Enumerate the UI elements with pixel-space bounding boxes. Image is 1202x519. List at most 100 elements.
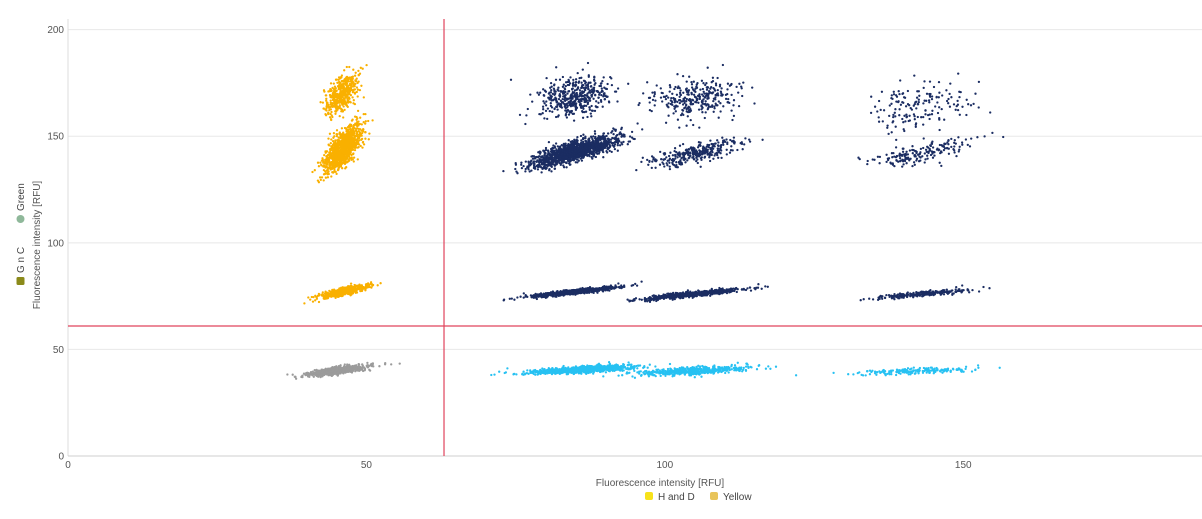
data-point bbox=[359, 144, 362, 148]
data-point bbox=[552, 98, 555, 101]
data-point bbox=[326, 112, 330, 115]
data-point bbox=[699, 88, 702, 91]
data-point bbox=[674, 99, 677, 102]
data-point bbox=[700, 104, 703, 107]
data-point bbox=[358, 122, 362, 126]
data-point bbox=[338, 162, 342, 165]
data-point bbox=[904, 120, 907, 123]
cluster bbox=[303, 281, 382, 305]
data-point bbox=[334, 153, 338, 156]
data-point bbox=[731, 118, 734, 122]
data-point bbox=[549, 81, 553, 85]
data-point bbox=[349, 129, 353, 133]
data-point bbox=[324, 94, 327, 97]
data-point bbox=[607, 141, 610, 145]
data-point bbox=[692, 93, 696, 96]
data-point bbox=[952, 103, 956, 106]
data-point bbox=[572, 119, 576, 122]
data-point bbox=[613, 147, 617, 151]
data-point bbox=[559, 90, 563, 93]
data-point bbox=[706, 86, 710, 89]
data-point bbox=[592, 148, 596, 152]
data-point bbox=[348, 157, 351, 160]
data-point bbox=[579, 92, 582, 95]
data-point bbox=[553, 160, 556, 163]
data-point bbox=[660, 91, 663, 95]
data-point bbox=[343, 108, 346, 112]
data-point bbox=[325, 97, 328, 100]
data-point bbox=[620, 141, 623, 144]
data-point bbox=[925, 99, 928, 102]
data-point bbox=[554, 92, 557, 95]
data-point bbox=[553, 107, 556, 110]
data-point bbox=[741, 94, 744, 98]
data-point bbox=[936, 101, 939, 104]
data-point bbox=[908, 119, 912, 122]
data-point bbox=[722, 105, 725, 108]
data-point bbox=[692, 123, 695, 127]
data-point bbox=[654, 99, 657, 102]
data-point bbox=[323, 153, 326, 157]
data-point bbox=[934, 105, 937, 108]
data-point bbox=[704, 111, 707, 114]
data-point bbox=[341, 135, 344, 139]
data-point bbox=[700, 79, 704, 82]
data-point bbox=[917, 98, 920, 101]
data-point bbox=[581, 116, 585, 119]
data-point bbox=[938, 91, 941, 94]
data-point bbox=[553, 88, 556, 92]
data-point bbox=[591, 109, 594, 112]
data-point bbox=[543, 149, 546, 153]
data-point bbox=[345, 65, 348, 69]
data-point bbox=[333, 85, 337, 88]
data-point bbox=[320, 164, 323, 167]
data-point bbox=[362, 287, 365, 290]
data-point bbox=[930, 97, 934, 101]
data-point bbox=[342, 116, 345, 119]
data-point bbox=[606, 151, 609, 154]
data-point bbox=[314, 299, 317, 302]
data-point bbox=[897, 100, 900, 104]
data-point bbox=[571, 103, 575, 106]
data-point bbox=[356, 158, 359, 161]
data-point bbox=[699, 157, 703, 160]
data-point bbox=[576, 154, 580, 158]
data-point bbox=[527, 161, 530, 164]
data-point bbox=[584, 110, 588, 113]
data-point bbox=[586, 101, 590, 104]
data-point bbox=[572, 78, 575, 82]
data-point bbox=[943, 118, 946, 121]
data-point bbox=[549, 86, 552, 89]
data-point bbox=[549, 155, 552, 158]
data-point bbox=[580, 81, 583, 84]
data-point bbox=[360, 284, 363, 287]
data-point bbox=[558, 95, 562, 98]
data-point bbox=[955, 154, 958, 158]
data-point bbox=[676, 118, 680, 121]
data-point bbox=[707, 145, 710, 149]
data-point bbox=[686, 110, 690, 114]
data-point bbox=[556, 103, 559, 106]
data-point bbox=[905, 113, 908, 116]
data-point bbox=[911, 145, 914, 148]
data-point bbox=[330, 114, 333, 117]
data-point bbox=[877, 116, 880, 119]
data-point bbox=[721, 136, 724, 139]
data-point bbox=[705, 88, 709, 91]
data-point bbox=[897, 90, 900, 93]
data-point bbox=[350, 153, 353, 157]
data-point bbox=[721, 141, 725, 144]
data-point bbox=[326, 161, 329, 165]
data-point bbox=[335, 96, 338, 99]
data-point bbox=[689, 109, 693, 112]
data-point bbox=[717, 141, 720, 144]
data-point bbox=[583, 88, 587, 91]
data-point bbox=[326, 171, 329, 175]
data-point bbox=[347, 147, 350, 150]
data-point bbox=[651, 98, 655, 102]
data-point bbox=[367, 283, 371, 286]
data-point bbox=[340, 150, 343, 153]
data-point bbox=[913, 115, 916, 118]
data-point bbox=[694, 153, 698, 157]
data-point bbox=[317, 300, 321, 304]
